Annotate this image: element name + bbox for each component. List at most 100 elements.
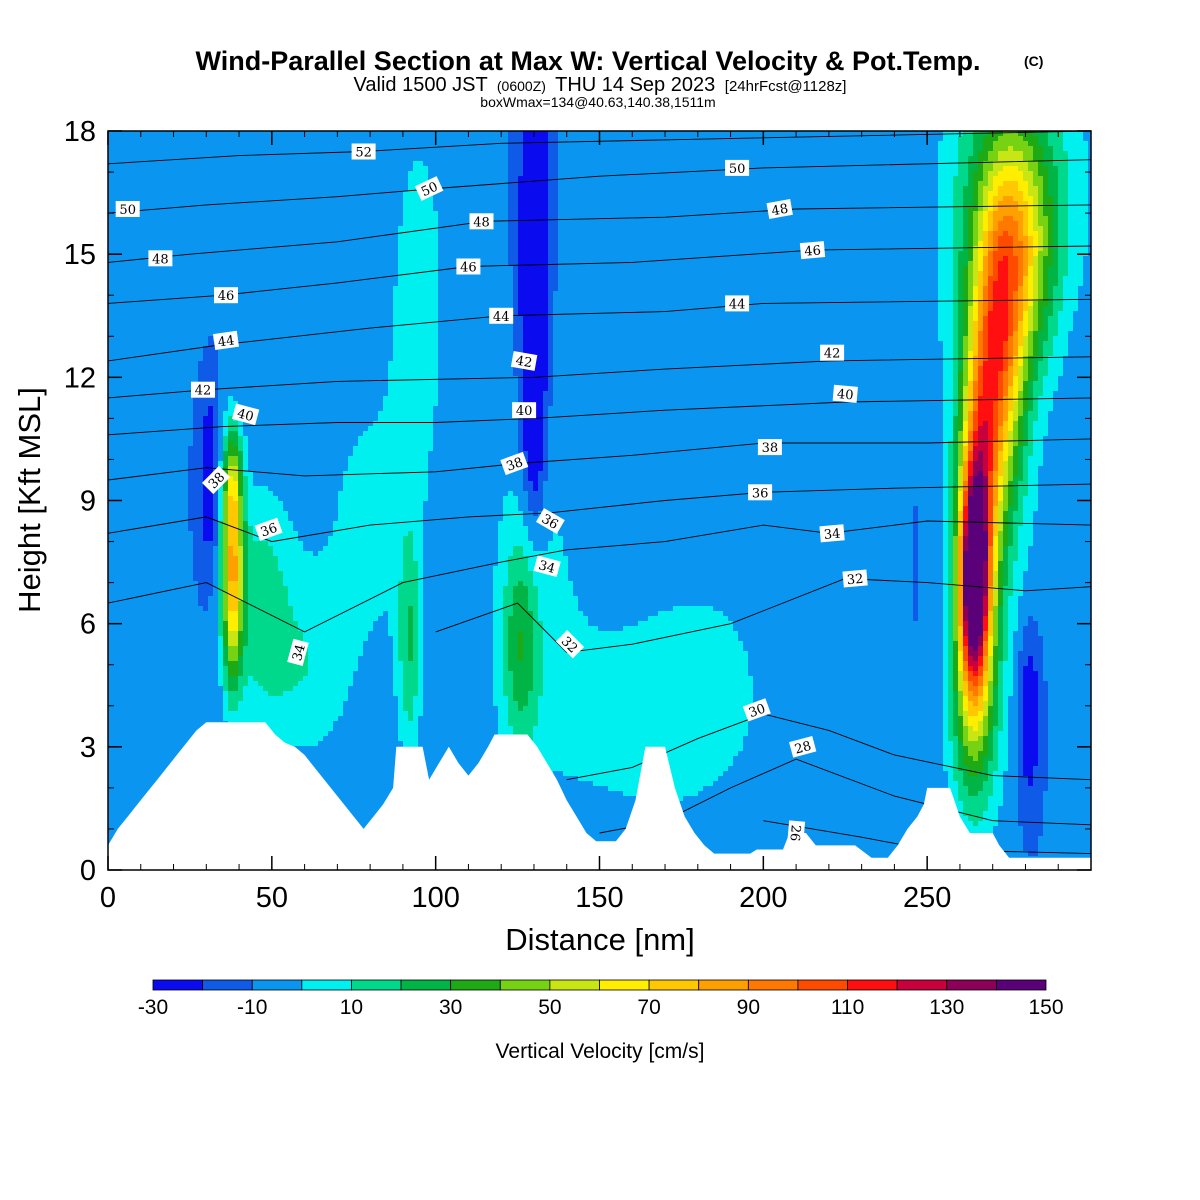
velocity-cell: [533, 156, 539, 162]
velocity-cell: [218, 191, 224, 197]
velocity-cell: [543, 161, 549, 167]
velocity-cell: [288, 206, 294, 212]
velocity-cell: [513, 136, 519, 142]
velocity-cell: [903, 151, 909, 157]
velocity-cell: [493, 156, 499, 162]
velocity-cell: [743, 181, 749, 187]
velocity-cell: [128, 171, 134, 177]
velocity-cell: [198, 206, 204, 212]
velocity-cell: [458, 221, 464, 227]
velocity-cell: [353, 171, 359, 177]
velocity-cell: [983, 206, 989, 212]
velocity-cell: [1013, 146, 1019, 152]
velocity-cell: [668, 156, 674, 162]
velocity-cell: [183, 191, 189, 197]
velocity-cell: [388, 156, 394, 162]
velocity-cell: [398, 211, 404, 217]
velocity-cell: [248, 221, 254, 227]
velocity-cell: [688, 216, 694, 222]
velocity-cell: [1003, 151, 1009, 157]
velocity-cell: [823, 201, 829, 207]
velocity-cell: [908, 201, 914, 207]
velocity-cell: [173, 181, 179, 187]
velocity-cell: [563, 151, 569, 157]
velocity-cell: [488, 191, 494, 197]
velocity-cell: [438, 201, 444, 207]
velocity-cell: [418, 146, 424, 152]
velocity-cell: [748, 186, 754, 192]
velocity-cell: [333, 216, 339, 222]
velocity-cell: [188, 191, 194, 197]
velocity-cell: [588, 146, 594, 152]
velocity-cell: [288, 211, 294, 217]
velocity-cell: [768, 226, 774, 232]
velocity-cell: [973, 176, 979, 182]
velocity-cell: [223, 141, 229, 147]
velocity-cell: [438, 221, 444, 227]
velocity-cell: [808, 151, 814, 157]
velocity-cell: [508, 186, 514, 192]
velocity-cell: [558, 166, 564, 172]
velocity-cell: [413, 216, 419, 222]
velocity-cell: [408, 176, 414, 182]
velocity-cell: [778, 161, 784, 167]
velocity-cell: [218, 131, 224, 137]
velocity-cell: [563, 156, 569, 162]
velocity-cell: [928, 146, 934, 152]
velocity-cell: [593, 211, 599, 217]
velocity-cell: [428, 171, 434, 177]
velocity-cell: [658, 226, 664, 232]
velocity-cell: [238, 206, 244, 212]
velocity-cell: [383, 206, 389, 212]
velocity-cell: [443, 221, 449, 227]
velocity-cell: [463, 151, 469, 157]
velocity-cell: [308, 171, 314, 177]
velocity-cell: [598, 196, 604, 202]
velocity-cell: [983, 166, 989, 172]
velocity-cell: [963, 146, 969, 152]
velocity-cell: [1033, 161, 1039, 167]
velocity-cell: [498, 146, 504, 152]
velocity-cell: [683, 141, 689, 147]
velocity-cell: [988, 156, 994, 162]
velocity-cell: [558, 151, 564, 157]
velocity-cell: [328, 151, 334, 157]
velocity-cell: [373, 196, 379, 202]
velocity-cell: [728, 141, 734, 147]
velocity-cell: [388, 181, 394, 187]
velocity-cell: [698, 151, 704, 157]
velocity-cell: [1003, 211, 1009, 217]
velocity-cell: [203, 166, 209, 172]
velocity-cell: [858, 186, 864, 192]
velocity-cell: [178, 146, 184, 152]
velocity-cell: [543, 201, 549, 207]
velocity-cell: [888, 131, 894, 137]
velocity-cell: [173, 226, 179, 232]
velocity-cell: [723, 201, 729, 207]
velocity-cell: [288, 166, 294, 172]
velocity-cell: [588, 156, 594, 162]
velocity-cell: [278, 171, 284, 177]
velocity-cell: [623, 221, 629, 227]
velocity-cell: [358, 191, 364, 197]
velocity-cell: [463, 211, 469, 217]
velocity-cell: [723, 196, 729, 202]
velocity-cell: [438, 196, 444, 202]
velocity-cell: [138, 171, 144, 177]
velocity-cell: [928, 196, 934, 202]
velocity-cell: [593, 226, 599, 232]
velocity-cell: [233, 221, 239, 227]
velocity-cell: [453, 206, 459, 212]
velocity-cell: [1003, 181, 1009, 187]
velocity-cell: [553, 216, 559, 222]
velocity-cell: [703, 141, 709, 147]
velocity-cell: [1073, 216, 1079, 222]
velocity-cell: [968, 171, 974, 177]
velocity-cell: [438, 141, 444, 147]
velocity-cell: [1048, 191, 1054, 197]
velocity-cell: [358, 166, 364, 172]
velocity-cell: [593, 191, 599, 197]
velocity-cell: [133, 166, 139, 172]
velocity-cell: [773, 221, 779, 227]
velocity-cell: [623, 226, 629, 232]
